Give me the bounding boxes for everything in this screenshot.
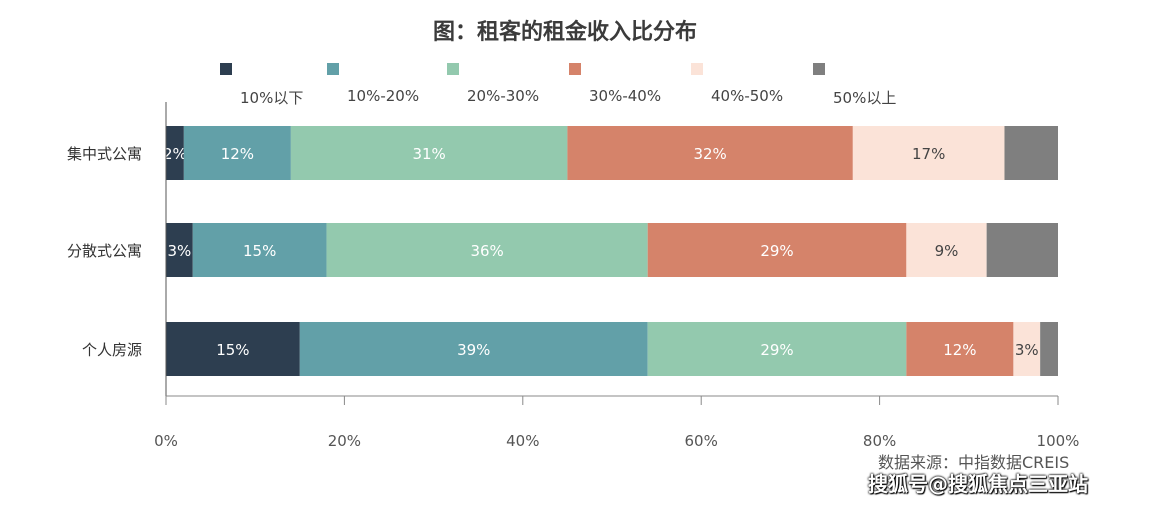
x-tick-label: 60% [685,432,718,450]
legend-label: 30%-40% [589,87,662,105]
legend-label: 20%-30% [467,87,540,105]
x-tick-label: 100% [1037,432,1080,450]
bar-segment [166,322,300,376]
legend-label: 10%以下 [240,89,304,107]
bar-segment [166,126,184,180]
bar-data-label: 17% [912,145,945,163]
category-label: 个人房源 [82,341,142,359]
bar-data-label: 9% [935,242,959,260]
x-tick-label: 40% [506,432,539,450]
bar-segment [290,126,568,180]
bar-data-label: 31% [412,145,445,163]
bar-segment [183,126,291,180]
bar-segment [192,223,327,277]
category-label: 集中式公寓 [67,145,142,163]
legend-label: 10%-20% [347,87,420,105]
legend-label: 50%以上 [833,89,897,107]
bar-segment [1040,322,1058,376]
bar-segment [166,223,193,277]
bar-segment [567,126,853,180]
x-tick-label: 20% [328,432,361,450]
bar-segment [852,126,1005,180]
legend-label: 40%-50% [711,87,784,105]
data-source-note: 数据来源：中指数据CREIS [878,453,1070,472]
bar-segment [647,322,907,376]
bar-data-label: 36% [470,242,503,260]
legend-swatch [691,63,703,75]
legend-swatch [327,63,339,75]
bar-data-label: 15% [243,242,276,260]
x-tick-label: 80% [863,432,896,450]
legend-swatch [569,63,581,75]
bar-data-label: 12% [221,145,254,163]
bar-segment [906,223,987,277]
x-tick-label: 0% [154,432,178,450]
bar-segment [986,223,1058,277]
bar-segment [647,223,907,277]
bar-segment [299,322,648,376]
bar-data-label: 29% [760,341,793,359]
legend-swatch [447,63,459,75]
bar-data-label: 2% [163,145,187,163]
category-label: 分散式公寓 [67,242,142,260]
bar-data-label: 39% [457,341,490,359]
bar-segment [326,223,648,277]
bar-segment [1013,322,1041,376]
bar-segment [906,322,1014,376]
bar-data-label: 32% [693,145,726,163]
bar-data-label: 29% [760,242,793,260]
legend-swatch [220,63,232,75]
bar-data-label: 15% [216,341,249,359]
chart-title: 图：租客的租金收入比分布 [432,20,697,45]
bar-data-label: 3% [167,242,191,260]
legend-swatch [813,63,825,75]
watermark-text: 搜狐号@搜狐焦点三亚站 [868,472,1088,496]
bar-data-label: 3% [1015,341,1039,359]
bar-data-label: 12% [943,341,976,359]
bar-segment [1004,126,1058,180]
